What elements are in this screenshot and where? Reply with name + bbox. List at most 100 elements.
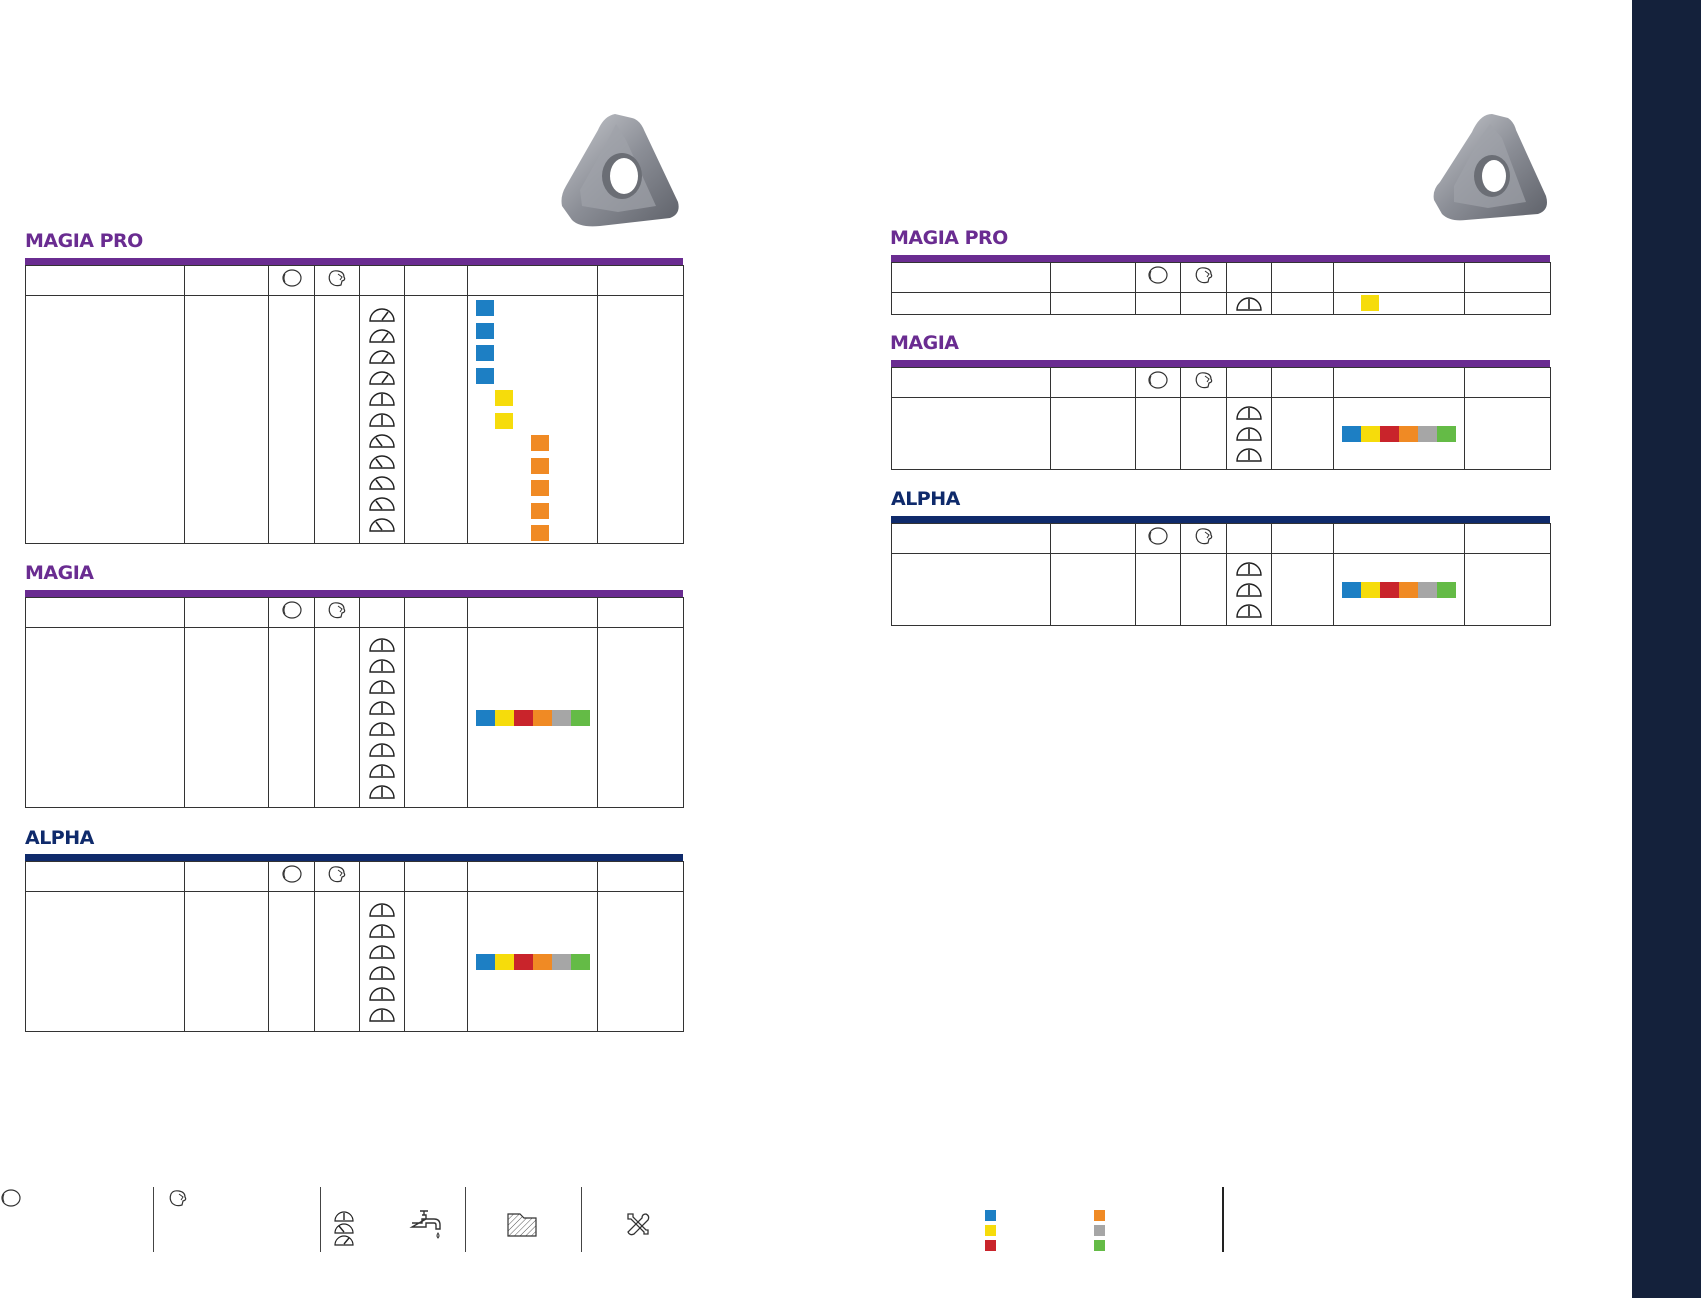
gauge-icon <box>1236 448 1262 462</box>
data-cell <box>314 891 360 1032</box>
gauge-icon <box>369 497 395 511</box>
header-cell <box>1464 262 1551 293</box>
gauge-column <box>1226 553 1272 626</box>
header-cell <box>467 861 598 892</box>
legend-square-hardened <box>1094 1225 1105 1236</box>
gauge-icon <box>369 637 395 652</box>
data-cell <box>1135 397 1181 470</box>
round-insert-icon <box>1135 523 1181 554</box>
corner-insert-icon <box>169 1190 187 1207</box>
section-title-magia-left: MAGIA <box>25 562 94 584</box>
material-strip <box>1334 581 1464 598</box>
header-cell <box>467 597 598 628</box>
data-cell <box>314 295 360 544</box>
gauge-icon <box>1236 583 1262 597</box>
data-cell <box>597 627 684 808</box>
header-cell <box>891 523 1051 554</box>
header-cell <box>184 597 269 628</box>
gauge-icon <box>1236 427 1262 441</box>
corner-insert-icon <box>314 597 360 628</box>
material-strip <box>468 709 597 726</box>
insert-image <box>1433 114 1547 221</box>
gauge-icon <box>369 413 395 427</box>
legend-square-stainless <box>985 1225 996 1236</box>
header-cell <box>1333 262 1465 293</box>
workpiece-hatch-icon <box>507 1213 537 1237</box>
header-cell <box>1050 262 1136 293</box>
magia-pro-table-right <box>891 262 1551 315</box>
gauge-column <box>1226 292 1272 315</box>
material-square <box>531 503 549 519</box>
gauge-icon <box>369 700 395 715</box>
round-insert-icon <box>1135 262 1181 293</box>
data-cell <box>1180 553 1227 626</box>
gauge-icon <box>369 742 395 757</box>
header-cell <box>184 265 269 296</box>
header-cell <box>25 265 185 296</box>
header-cell <box>359 861 405 892</box>
gauge-icon <box>1236 406 1262 420</box>
header-cell <box>597 861 684 892</box>
corner-insert-icon <box>1180 262 1227 293</box>
tools-icon <box>627 1213 650 1236</box>
data-cell <box>1180 292 1227 315</box>
material-square <box>531 525 549 541</box>
data-cell <box>268 295 315 544</box>
material-column <box>1333 397 1465 470</box>
designation-cell <box>25 891 185 1032</box>
legend-divider <box>465 1187 466 1252</box>
header-cell <box>404 265 468 296</box>
section-title-alpha-right: ALPHA <box>891 488 960 510</box>
gauge-column <box>359 627 405 808</box>
header-cell <box>1050 367 1136 398</box>
code-cell <box>184 891 269 1032</box>
data-cell <box>1464 292 1551 315</box>
code-cell <box>1050 553 1136 626</box>
gauge-icon <box>369 308 395 322</box>
round-insert-icon <box>268 265 315 296</box>
material-column <box>467 891 598 1032</box>
data-cell <box>1135 292 1181 315</box>
legend-divider <box>320 1187 321 1252</box>
legend-divider <box>1222 1187 1224 1252</box>
alpha-table-left <box>25 861 684 1032</box>
section-title-magia-right: MAGIA <box>890 332 959 354</box>
corner-insert-icon <box>1180 367 1227 398</box>
insert-image <box>561 114 679 227</box>
material-square <box>495 390 513 406</box>
material-square <box>476 345 494 361</box>
header-cell <box>25 597 185 628</box>
gauge-column <box>359 295 405 544</box>
round-insert-icon <box>1135 367 1181 398</box>
gauge-column <box>1226 397 1272 470</box>
header-cell <box>25 861 185 892</box>
corner-insert-icon <box>1180 523 1227 554</box>
header-cell <box>359 597 405 628</box>
header-cell <box>597 265 684 296</box>
header-cell <box>1271 262 1334 293</box>
gauge-icon <box>1236 297 1262 311</box>
header-cell <box>1333 367 1465 398</box>
material-square <box>476 323 494 339</box>
data-cell <box>1135 553 1181 626</box>
legend-square-superalloy <box>1094 1210 1105 1221</box>
section-bar <box>25 258 683 266</box>
gauge-icon <box>369 763 395 778</box>
header-cell <box>1333 523 1465 554</box>
gauge-icon <box>369 455 395 469</box>
data-cell <box>404 627 468 808</box>
material-strip <box>1334 425 1464 442</box>
header-cell <box>1226 367 1272 398</box>
section-title-magia-pro-right: MAGIA PRO <box>890 227 1008 249</box>
section-bar <box>891 360 1550 368</box>
header-cell <box>1226 262 1272 293</box>
gauge-column <box>359 891 405 1032</box>
data-cell <box>597 295 684 544</box>
data-cell <box>597 891 684 1032</box>
gauge-icon <box>369 371 395 385</box>
gauge-icon <box>369 923 395 938</box>
material-column <box>467 627 598 808</box>
legend-square-cast-iron <box>985 1240 996 1251</box>
round-insert-icon <box>268 861 315 892</box>
gauge-icon <box>369 329 395 343</box>
